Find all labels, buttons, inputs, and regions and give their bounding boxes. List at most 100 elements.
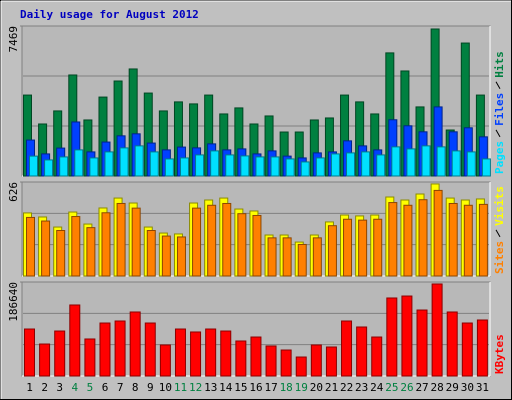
- x-tick-label: 30: [461, 381, 474, 394]
- bar: [41, 220, 51, 277]
- bar: [451, 150, 461, 177]
- legend-separator: [495, 81, 501, 89]
- bar: [205, 328, 217, 377]
- x-tick-label: 12: [189, 381, 202, 394]
- bar: [312, 237, 322, 277]
- x-tick-label: 16: [249, 381, 262, 394]
- bar: [416, 309, 428, 377]
- bar: [26, 216, 35, 277]
- bar: [179, 157, 189, 177]
- bar: [44, 159, 54, 177]
- bar: [265, 345, 277, 377]
- x-tick-label: 3: [56, 381, 63, 394]
- legend-entry: Sites: [493, 241, 506, 274]
- bar: [330, 153, 340, 177]
- bar: [421, 145, 431, 177]
- bar: [270, 156, 280, 177]
- bar: [391, 146, 401, 177]
- bar: [164, 158, 174, 177]
- bar: [119, 147, 129, 177]
- bar: [481, 158, 491, 177]
- bar: [131, 207, 141, 277]
- bar: [315, 157, 325, 177]
- x-tick-label: 2: [41, 381, 48, 394]
- x-tick-label: 4: [72, 381, 79, 394]
- x-tick-label: 10: [159, 381, 172, 394]
- bar: [310, 344, 322, 377]
- bar: [149, 151, 159, 177]
- bar: [192, 207, 202, 277]
- bar: [327, 225, 337, 277]
- x-tick-label: 25: [385, 381, 398, 394]
- bar: [346, 152, 356, 177]
- bar: [129, 311, 141, 377]
- legend-entry: Files: [493, 93, 506, 126]
- x-tick-label: 15: [234, 381, 247, 394]
- bar: [341, 320, 353, 377]
- bar: [190, 331, 202, 377]
- bar: [250, 336, 262, 377]
- bar: [159, 344, 171, 377]
- x-tick-label: 20: [310, 381, 323, 394]
- bar: [371, 336, 383, 377]
- bar: [448, 202, 458, 277]
- bar: [403, 204, 413, 277]
- x-tick-label: 6: [102, 381, 109, 394]
- bar: [431, 283, 443, 377]
- bar: [74, 149, 84, 177]
- x-tick-label: 13: [204, 381, 217, 394]
- x-tick-label: 26: [400, 381, 413, 394]
- x-tick-label: 19: [295, 381, 308, 394]
- bar: [104, 151, 114, 177]
- bar: [69, 304, 81, 377]
- x-tick-label: 14: [219, 381, 233, 394]
- bar: [99, 322, 111, 377]
- bar: [343, 218, 353, 277]
- bar: [373, 218, 383, 277]
- x-tick-label: 11: [174, 381, 187, 394]
- bar: [207, 204, 217, 277]
- bar: [222, 202, 232, 277]
- bar: [195, 154, 205, 177]
- x-tick-label: 8: [132, 381, 139, 394]
- bar: [325, 346, 337, 377]
- bar: [114, 320, 126, 377]
- bar: [144, 322, 156, 377]
- x-tick-label: 29: [446, 381, 459, 394]
- bar: [71, 216, 81, 277]
- x-tick-label: 7: [117, 381, 124, 394]
- bar: [235, 340, 247, 377]
- bar: [146, 230, 156, 277]
- bar: [478, 203, 488, 277]
- x-tick-label: 27: [415, 381, 428, 394]
- bar: [476, 319, 488, 377]
- legend-separator: [495, 229, 501, 238]
- x-tick-label: 9: [147, 381, 154, 394]
- bar: [86, 227, 96, 277]
- bar: [240, 155, 250, 177]
- bar: [89, 157, 99, 177]
- bar: [161, 235, 171, 277]
- bar: [210, 150, 220, 177]
- x-tick-label: 18: [280, 381, 293, 394]
- bar: [376, 154, 386, 177]
- x-tick-label: 23: [355, 381, 368, 394]
- x-tick-label: 17: [264, 381, 277, 394]
- bar: [29, 155, 38, 177]
- bar: [361, 151, 371, 177]
- legend-entry: Pages: [493, 141, 506, 174]
- bar: [297, 243, 307, 277]
- x-tick-label: 24: [370, 381, 384, 394]
- legend-entry: KBytes: [493, 334, 506, 374]
- bar: [433, 189, 443, 277]
- x-tick-label: 21: [325, 381, 338, 394]
- x-tick-label: 22: [340, 381, 353, 394]
- bar: [280, 349, 292, 377]
- bar: [285, 158, 295, 177]
- bar: [134, 145, 144, 177]
- bar: [59, 156, 69, 177]
- bar: [358, 219, 368, 277]
- x-tick-label: 1: [26, 381, 33, 394]
- bar: [267, 237, 277, 277]
